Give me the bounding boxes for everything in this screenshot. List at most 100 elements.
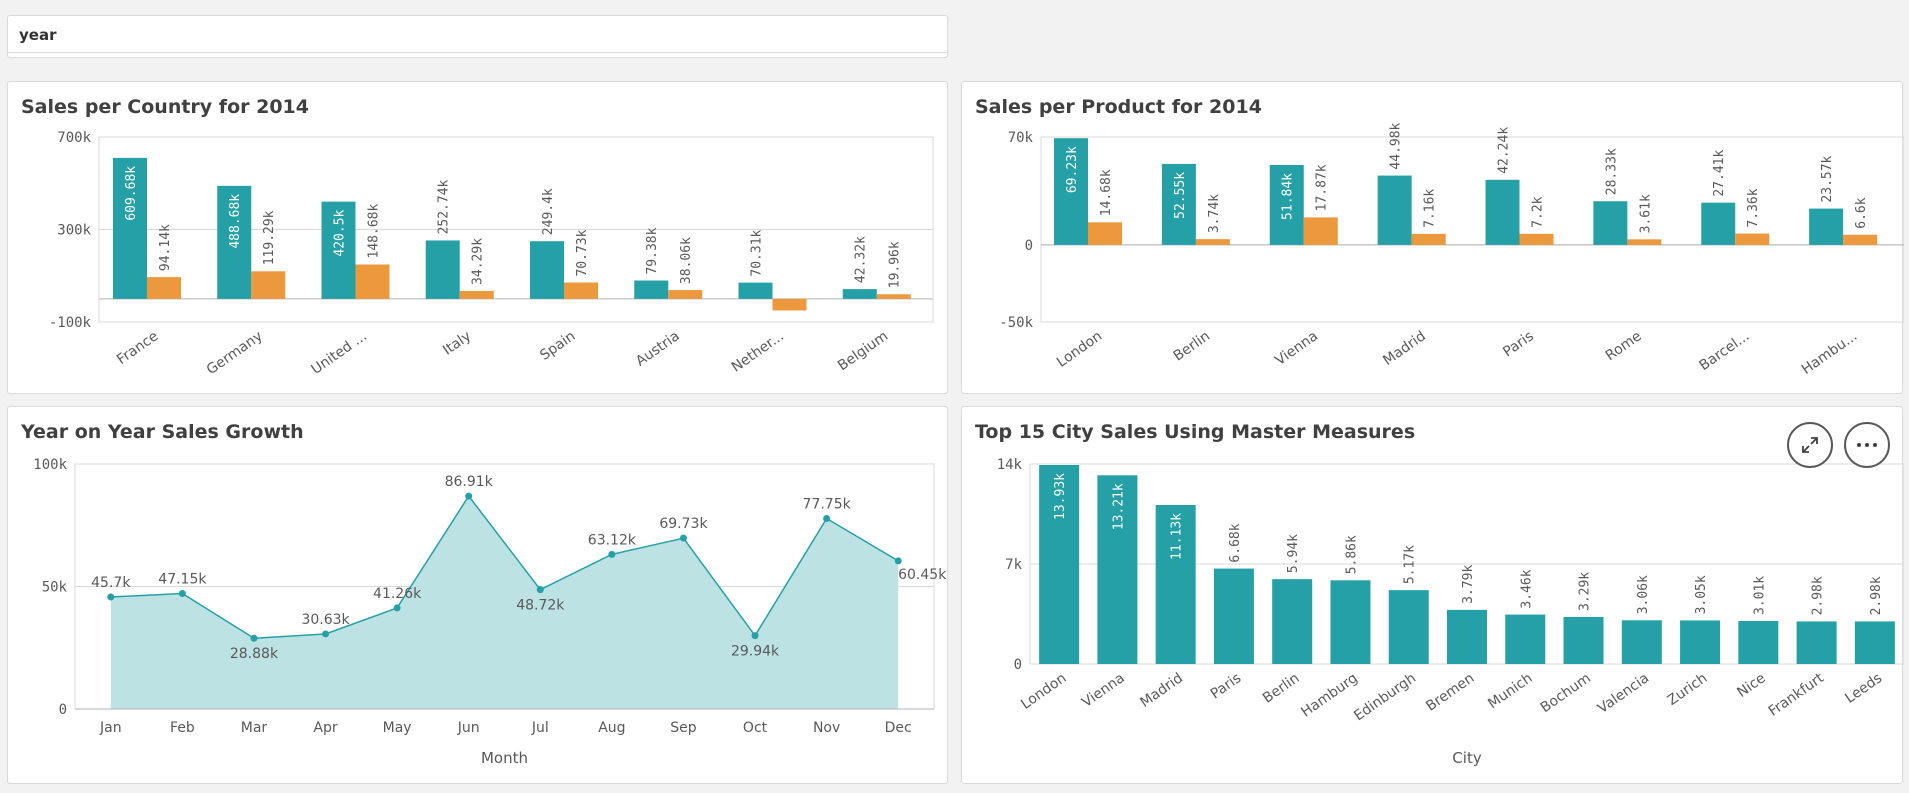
bar-series-2 (772, 298, 807, 311)
bar-series-2 (355, 264, 390, 299)
data-point (608, 550, 616, 558)
x-tick-label: Aug (598, 720, 625, 736)
bar-series-2 (251, 271, 286, 299)
data-label: 252.74k (437, 179, 452, 234)
data-label: 3.01k (1752, 576, 1767, 615)
data-label: 79.38k (645, 227, 660, 274)
data-label: 28.88k (230, 646, 279, 662)
panel-title: Sales per Country for 2014 (21, 96, 309, 118)
data-label: 3.61k (1638, 194, 1653, 233)
data-point (465, 492, 473, 500)
area-fill (110, 496, 899, 709)
data-label: 70.31k (750, 229, 765, 276)
growth-panel[interactable]: Year on Year Sales Growth 100k 50k 0 45.7k J… (7, 406, 948, 784)
data-label: 47.15k (158, 571, 207, 587)
product-sales-panel[interactable]: Sales per Product for 2014 70k 0 -50k 69.23… (961, 81, 1904, 394)
data-label: 44.98k (1389, 122, 1404, 169)
x-tick-label: Edinburgh (1351, 670, 1419, 724)
data-label: 249.4k (541, 188, 556, 235)
bar-series-2 (1088, 222, 1122, 245)
data-label: 2.98k (1811, 576, 1826, 615)
x-tick-label: Sep (670, 720, 697, 736)
x-axis-title: City (1452, 749, 1482, 767)
data-label: 30.63k (301, 612, 350, 628)
bar (1155, 505, 1196, 664)
x-tick-label: Berlin (1260, 670, 1302, 706)
data-label: 609.68k (124, 166, 139, 221)
bar-series-1 (1161, 163, 1196, 245)
x-tick-label: Vienna (1079, 670, 1128, 711)
x-tick-label: Frankfurt (1766, 670, 1828, 720)
city-sales-chart: 14k 7k 0 13.93k London 13.21k Vienna 11.13k Madr… (997, 457, 1904, 767)
data-label: 70.73k (575, 229, 590, 276)
bar (1272, 579, 1313, 664)
year-filter[interactable]: year (7, 15, 948, 58)
data-point (393, 604, 401, 612)
panel-title: Year on Year Sales Growth (21, 421, 304, 443)
bar-series-1 (321, 201, 356, 299)
data-label: 7.36k (1746, 188, 1761, 227)
panel-title: Sales per Product for 2014 (975, 96, 1262, 118)
x-tick-label: Belgium (835, 328, 891, 374)
growth-chart: 100k 50k 0 45.7k Jan 47.15k Feb 28.88k Mar 30.63k… (33, 457, 947, 767)
bar (1563, 617, 1604, 664)
y-tick-label: -50k (999, 315, 1033, 331)
data-label: 86.91k (445, 474, 494, 490)
data-point (107, 593, 115, 601)
x-tick-label: Dec (885, 720, 912, 736)
y-tick-label: 50k (42, 580, 68, 596)
data-label: 51.84k (1281, 173, 1296, 220)
data-point (178, 589, 186, 597)
bar (1680, 620, 1721, 664)
bar (1854, 621, 1895, 664)
data-label: 60.45k (898, 567, 947, 583)
x-tick-label: Nether... (729, 328, 787, 375)
x-tick-label: Bremen (1423, 670, 1477, 715)
data-point (322, 630, 330, 638)
x-tick-label: Feb (170, 720, 195, 736)
bar-series-1 (1593, 201, 1628, 245)
bar (1330, 580, 1371, 664)
data-label: 11.13k (1170, 513, 1185, 560)
data-label: 45.7k (91, 575, 131, 591)
more-icon (1857, 443, 1877, 447)
x-tick-label: Madrid (1137, 670, 1186, 711)
bar-series-2 (147, 277, 181, 299)
bar-series-1 (1809, 208, 1844, 245)
x-tick-label: Leeds (1842, 670, 1885, 707)
data-label: 3.29k (1578, 572, 1593, 611)
x-tick-label: United ... (308, 328, 369, 378)
data-label: 13.93k (1053, 473, 1068, 520)
data-label: 29.94k (731, 644, 780, 660)
bar-series-1 (842, 289, 877, 299)
x-tick-label: Paris (1208, 670, 1244, 702)
bar-series-2 (1843, 234, 1878, 245)
x-tick-label: Austria (633, 328, 683, 369)
data-label: 38.06k (679, 237, 694, 284)
bar-series-2 (1303, 217, 1338, 245)
data-label: 27.41k (1712, 150, 1727, 197)
data-label: 3.46k (1519, 569, 1534, 608)
x-tick-label: May (383, 720, 412, 736)
bar (1388, 590, 1429, 664)
data-label: 69.73k (659, 516, 708, 532)
data-label: 3.05k (1694, 575, 1709, 614)
x-tick-label: Spain (537, 328, 578, 364)
expand-button[interactable] (1787, 422, 1833, 468)
y-tick-label: 14k (997, 457, 1023, 473)
city-sales-panel[interactable]: Top 15 City Sales Using Master Measures … (961, 406, 1904, 784)
bar-series-1 (1701, 202, 1736, 245)
x-tick-label: Zurich (1665, 670, 1711, 709)
x-tick-label: Nov (813, 720, 840, 736)
bar-series-1 (113, 157, 147, 299)
bar-series-1 (634, 280, 669, 299)
country-sales-panel[interactable]: Sales per Country for 2014 700k 300k -100k… (7, 81, 948, 394)
y-tick-label: 0 (1014, 657, 1022, 673)
x-tick-label: Berlin (1171, 328, 1213, 364)
data-label: 3.74k (1207, 194, 1222, 233)
x-tick-label: Barcel... (1696, 328, 1752, 374)
bar-series-2 (1627, 239, 1662, 245)
bar (1447, 609, 1487, 664)
more-options-button[interactable] (1844, 422, 1890, 468)
x-tick-label: Munich (1485, 670, 1535, 712)
